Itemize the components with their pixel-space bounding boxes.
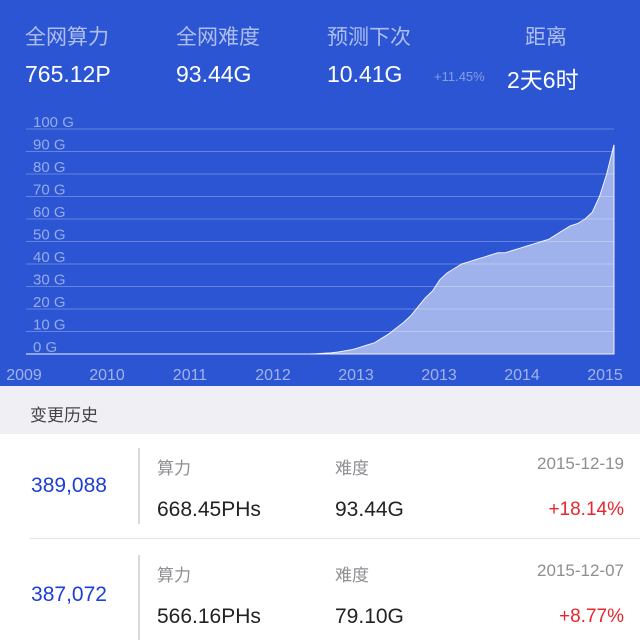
- x-tick-label: 2013: [421, 367, 457, 384]
- hashrate-value: 765.12P: [25, 61, 111, 87]
- block-height[interactable]: 387,072: [31, 583, 107, 606]
- x-tick-label: 2015: [587, 367, 623, 384]
- next-difficulty-value: 10.41G: [327, 61, 403, 87]
- row-divider: [30, 538, 640, 539]
- y-tick-label: 10 G: [33, 317, 66, 334]
- chart-x-ticks: 2009 2010 2011 2012 2013 2013 2014 2015: [6, 367, 623, 384]
- difficulty-chart: 0 G 10 G 20 G 30 G 40 G 50 G 60 G 70 G 80 G 90 G 1…: [6, 114, 623, 384]
- eta-label: 距离: [525, 25, 567, 49]
- y-tick-label: 40 G: [33, 249, 66, 266]
- row-divider-vertical: [138, 448, 140, 524]
- x-tick-label: 2012: [255, 367, 291, 384]
- hashrate-value: 668.45PHs: [157, 498, 261, 521]
- y-tick-label: 20 G: [33, 294, 66, 311]
- change-date: 2015-12-07: [537, 561, 624, 580]
- next-difficulty-label: 预测下次: [327, 25, 411, 49]
- y-tick-label: 50 G: [33, 227, 66, 244]
- hashrate-value: 566.16PHs: [157, 605, 261, 628]
- difficulty-label: 难度: [335, 566, 369, 586]
- history-row[interactable]: 389,088 算力 难度 2015-12-19 668.45PHs 93.44…: [0, 434, 640, 538]
- eta-value: 2天6时: [507, 67, 579, 93]
- y-tick-label: 80 G: [33, 159, 66, 176]
- stats-header: 全网算力 765.12P 全网难度 93.44G 预测下次 10.41G +11…: [0, 0, 640, 386]
- y-tick-label: 30 G: [33, 272, 66, 289]
- change-percent: +18.14%: [548, 499, 624, 520]
- x-tick-label: 2013: [338, 367, 374, 384]
- x-tick-label: 2014: [504, 367, 540, 384]
- history-row[interactable]: 387,072 算力 难度 2015-12-07 566.16PHs 79.10…: [0, 539, 640, 640]
- difficulty-label: 难度: [335, 459, 369, 479]
- change-date: 2015-12-19: [537, 454, 624, 473]
- y-tick-label: 90 G: [33, 137, 66, 154]
- next-difficulty-change: +11.45%: [434, 69, 485, 84]
- block-height[interactable]: 389,088: [31, 474, 107, 497]
- x-tick-label: 2009: [6, 367, 42, 384]
- hashrate-label: 算力: [157, 566, 191, 586]
- difficulty-label: 全网难度: [176, 25, 260, 49]
- x-tick-label: 2010: [89, 367, 125, 384]
- difficulty-value: 93.44G: [176, 61, 252, 87]
- difficulty-value: 79.10G: [335, 605, 404, 628]
- hashrate-label: 算力: [157, 459, 191, 479]
- change-percent: +8.77%: [559, 606, 624, 627]
- history-section-header: 变更历史: [0, 386, 640, 434]
- y-tick-label: 0 G: [33, 339, 57, 356]
- y-tick-label: 60 G: [33, 204, 66, 221]
- difficulty-area: [26, 144, 615, 355]
- y-tick-label: 100 G: [33, 114, 74, 131]
- x-tick-label: 2011: [173, 367, 208, 384]
- chart-grid: [26, 128, 614, 355]
- hashrate-label: 全网算力: [25, 25, 109, 49]
- row-divider-vertical: [138, 555, 140, 640]
- y-tick-label: 70 G: [33, 182, 66, 199]
- chart-y-ticks: 0 G 10 G 20 G 30 G 40 G 50 G 60 G 70 G 80 G 90 G 1…: [33, 114, 74, 356]
- history-title: 变更历史: [30, 406, 98, 426]
- difficulty-value: 93.44G: [335, 498, 404, 521]
